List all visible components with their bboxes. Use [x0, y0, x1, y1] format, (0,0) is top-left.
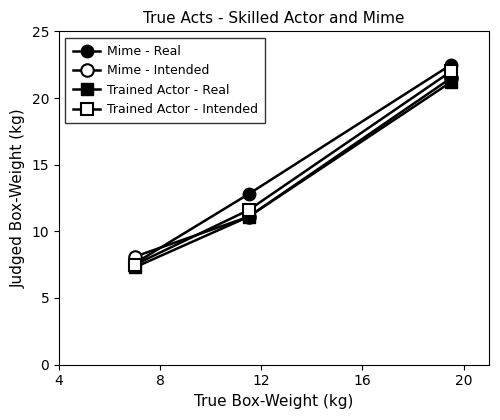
Trained Actor - Real	[448, 79, 454, 84]
Title: True Acts - Skilled Actor and Mime: True Acts - Skilled Actor and Mime	[143, 11, 405, 26]
Trained Actor - Real	[132, 265, 138, 270]
Line: Mime - Intended: Mime - Intended	[128, 72, 457, 263]
Trained Actor - Intended	[448, 69, 454, 74]
Line: Trained Actor - Intended: Trained Actor - Intended	[128, 65, 457, 271]
Mime - Real	[246, 192, 252, 197]
X-axis label: True Box-Weight (kg): True Box-Weight (kg)	[194, 394, 354, 409]
Mime - Intended	[132, 254, 138, 259]
Legend: Mime - Real, Mime - Intended, Trained Actor - Real, Trained Actor - Intended: Mime - Real, Mime - Intended, Trained Ac…	[66, 38, 265, 123]
Mime - Real	[448, 62, 454, 67]
Trained Actor - Intended	[246, 207, 252, 213]
Line: Mime - Real: Mime - Real	[128, 58, 457, 270]
Mime - Real	[132, 261, 138, 266]
Trained Actor - Real	[246, 214, 252, 219]
Mime - Intended	[448, 76, 454, 81]
Mime - Intended	[246, 214, 252, 219]
Line: Trained Actor - Real: Trained Actor - Real	[128, 76, 457, 273]
Trained Actor - Intended	[132, 262, 138, 267]
Y-axis label: Judged Box-Weight (kg): Judged Box-Weight (kg)	[11, 108, 26, 288]
